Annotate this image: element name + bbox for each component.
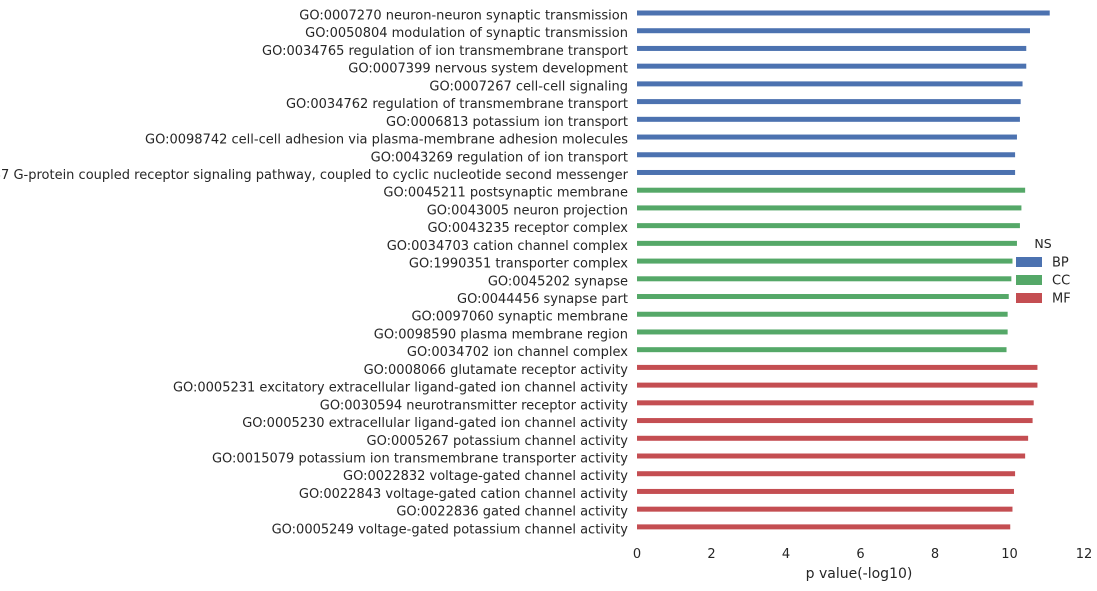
bar xyxy=(637,187,1026,193)
category-label: GO:0098742 cell-cell adhesion via plasma… xyxy=(145,133,628,148)
x-tick-label: 0 xyxy=(633,547,641,562)
category-label: GO:0007187 G-protein coupled receptor si… xyxy=(0,168,629,183)
legend-label: CC xyxy=(1052,274,1070,289)
category-label: GO:0030594 neurotransmitter receptor act… xyxy=(320,398,629,413)
bar xyxy=(637,258,1013,264)
x-tick-label: 8 xyxy=(931,547,939,562)
bar xyxy=(637,524,1011,530)
bar xyxy=(637,347,1007,353)
bar xyxy=(637,116,1020,122)
bar xyxy=(637,205,1022,211)
bar xyxy=(637,152,1016,158)
category-label: GO:0022836 gated channel activity xyxy=(396,505,628,520)
legend-swatch xyxy=(1016,275,1042,285)
category-label: GO:0043269 regulation of ion transport xyxy=(371,150,628,165)
bar xyxy=(637,418,1033,424)
bar xyxy=(637,276,1012,282)
category-label: GO:0034765 regulation of ion transmembra… xyxy=(262,44,628,59)
x-tick-label: 2 xyxy=(707,547,715,562)
x-axis-label: p value(-log10) xyxy=(806,566,913,582)
legend: NS BP CC MF xyxy=(1016,236,1071,307)
category-label: GO:0005267 potassium channel activity xyxy=(367,434,629,449)
category-label: GO:0005231 excitatory extracellular liga… xyxy=(173,381,628,396)
category-label: GO:1990351 transporter complex xyxy=(409,257,628,272)
category-label: GO:0043235 receptor complex xyxy=(427,221,628,236)
bar xyxy=(637,294,1009,300)
category-label: GO:0005230 extracellular ligand-gated io… xyxy=(242,416,628,431)
legend-swatch xyxy=(1016,257,1042,267)
bar xyxy=(637,63,1027,69)
x-tick-label: 12 xyxy=(1076,547,1093,562)
bar xyxy=(637,45,1027,51)
bar xyxy=(637,506,1013,512)
bar xyxy=(637,134,1017,140)
bar xyxy=(637,99,1021,105)
bar xyxy=(637,28,1030,34)
category-label: GO:0022843 voltage-gated cation channel … xyxy=(299,487,628,502)
bar xyxy=(637,81,1023,87)
bar xyxy=(637,382,1038,388)
bar xyxy=(637,364,1038,370)
bar xyxy=(637,435,1029,441)
bar xyxy=(637,240,1017,246)
legend-label: BP xyxy=(1052,256,1069,271)
legend-title: NS xyxy=(1034,236,1051,251)
category-label: GO:0006813 potassium ion transport xyxy=(386,115,628,130)
x-tick-label: 4 xyxy=(782,547,790,562)
category-labels: GO:0007270 neuron-neuron synaptic transm… xyxy=(0,9,629,538)
category-label: GO:0098590 plasma membrane region xyxy=(374,327,628,342)
category-label: GO:0007270 neuron-neuron synaptic transm… xyxy=(299,9,628,24)
category-label: GO:0034703 cation channel complex xyxy=(387,239,629,254)
bar xyxy=(637,488,1014,494)
bar xyxy=(637,329,1008,335)
category-label: GO:0034762 regulation of transmembrane t… xyxy=(286,97,628,112)
category-label: GO:0045211 postsynaptic membrane xyxy=(383,186,628,201)
bar xyxy=(637,471,1016,477)
category-label: GO:0007267 cell-cell signaling xyxy=(429,79,628,94)
category-label: GO:0015079 potassium ion transmembrane t… xyxy=(212,452,628,467)
x-axis-ticks: 0 2 4 6 8 10 12 xyxy=(633,547,1092,562)
category-label: GO:0034702 ion channel complex xyxy=(407,345,628,360)
legend-swatch xyxy=(1016,293,1042,303)
legend-label: MF xyxy=(1052,292,1071,307)
category-label: GO:0045202 synapse xyxy=(488,274,628,289)
category-label: GO:0008066 glutamate receptor activity xyxy=(364,363,629,378)
category-label: GO:0044456 synapse part xyxy=(457,292,628,307)
category-label: GO:0022832 voltage-gated channel activit… xyxy=(343,469,628,484)
bar xyxy=(637,223,1020,229)
category-label: GO:0005249 voltage-gated potassium chann… xyxy=(272,522,629,537)
bar xyxy=(637,169,1016,175)
x-tick-label: 6 xyxy=(856,547,864,562)
bars-layer xyxy=(637,10,1050,530)
bar xyxy=(637,311,1008,317)
category-label: GO:0043005 neuron projection xyxy=(427,203,628,218)
category-label: GO:0097060 synaptic membrane xyxy=(411,310,628,325)
category-label: GO:0007399 nervous system development xyxy=(348,62,628,77)
bar xyxy=(637,400,1034,406)
bar xyxy=(637,10,1050,16)
category-label: GO:0050804 modulation of synaptic transm… xyxy=(305,26,628,41)
x-tick-label: 10 xyxy=(1001,547,1018,562)
bar xyxy=(637,453,1026,459)
